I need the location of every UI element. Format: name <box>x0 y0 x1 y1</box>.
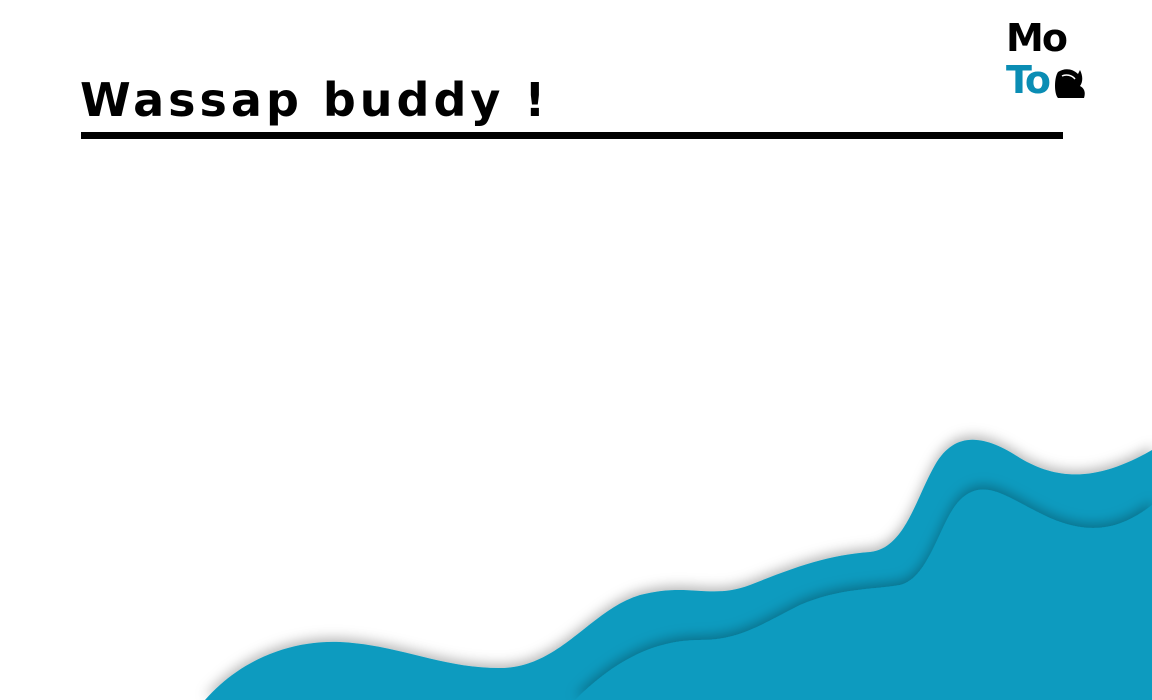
moto-logo: Mo To <box>1006 18 1094 104</box>
slide-title: Wassap buddy ! <box>80 73 550 127</box>
title-underline <box>81 132 1063 139</box>
wave-front <box>575 489 1152 700</box>
logo-text-top: Mo <box>1006 16 1068 60</box>
logo-text-bottom: To <box>1006 58 1051 102</box>
cup-icon <box>1055 69 1085 98</box>
